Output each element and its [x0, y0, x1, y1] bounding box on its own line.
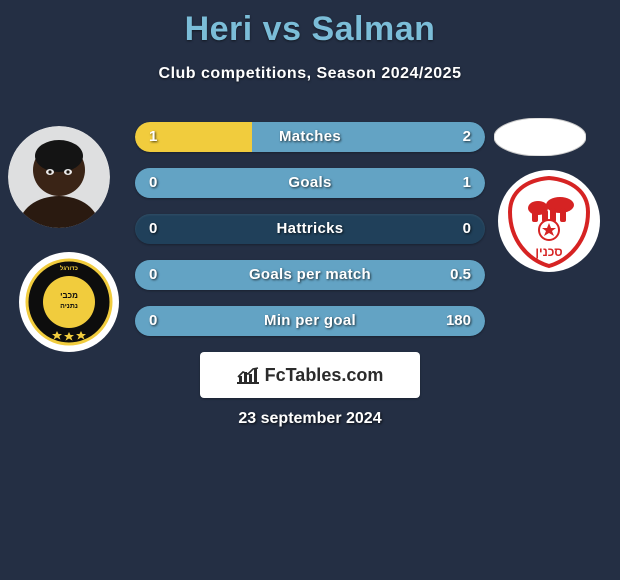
- stat-row-goals: 0 Goals 1: [135, 168, 485, 198]
- svg-text:נתניה: נתניה: [60, 303, 78, 310]
- brand-box[interactable]: FcTables.com: [200, 352, 420, 398]
- stat-value-right: 0: [463, 214, 471, 244]
- stat-row-matches: 1 Matches 2: [135, 122, 485, 152]
- page-subtitle: Club competitions, Season 2024/2025: [0, 65, 620, 83]
- stat-value-right: 0.5: [450, 260, 471, 290]
- stat-label: Goals: [135, 168, 485, 198]
- svg-text:סכנין: סכנין: [535, 245, 562, 259]
- stat-value-right: 2: [463, 122, 471, 152]
- stat-row-hattricks: 0 Hattricks 0: [135, 214, 485, 244]
- brand-label: FcTables.com: [265, 365, 384, 386]
- stat-row-goals-per-match: 0 Goals per match 0.5: [135, 260, 485, 290]
- stat-label: Min per goal: [135, 306, 485, 336]
- stat-label: Matches: [135, 122, 485, 152]
- chart-icon: [237, 366, 259, 384]
- stat-label: Goals per match: [135, 260, 485, 290]
- page-title: Heri vs Salman: [0, 0, 620, 49]
- date-label: 23 september 2024: [0, 410, 620, 428]
- stat-label: Hattricks: [135, 214, 485, 244]
- stat-value-right: 180: [446, 306, 471, 336]
- club-right-badge: סכנין: [498, 170, 600, 272]
- club-left-badge: מכבי נתניה כדורגל: [19, 252, 119, 352]
- stat-row-min-per-goal: 0 Min per goal 180: [135, 306, 485, 336]
- svg-text:מכבי: מכבי: [60, 291, 78, 300]
- stat-value-right: 1: [463, 168, 471, 198]
- player-right-avatar: [494, 118, 586, 156]
- stats-area: 1 Matches 2 0 Goals 1 0 Hattricks 0 0 Go…: [135, 122, 485, 352]
- player-left-avatar: [8, 126, 110, 228]
- svg-text:כדורגל: כדורגל: [60, 264, 78, 272]
